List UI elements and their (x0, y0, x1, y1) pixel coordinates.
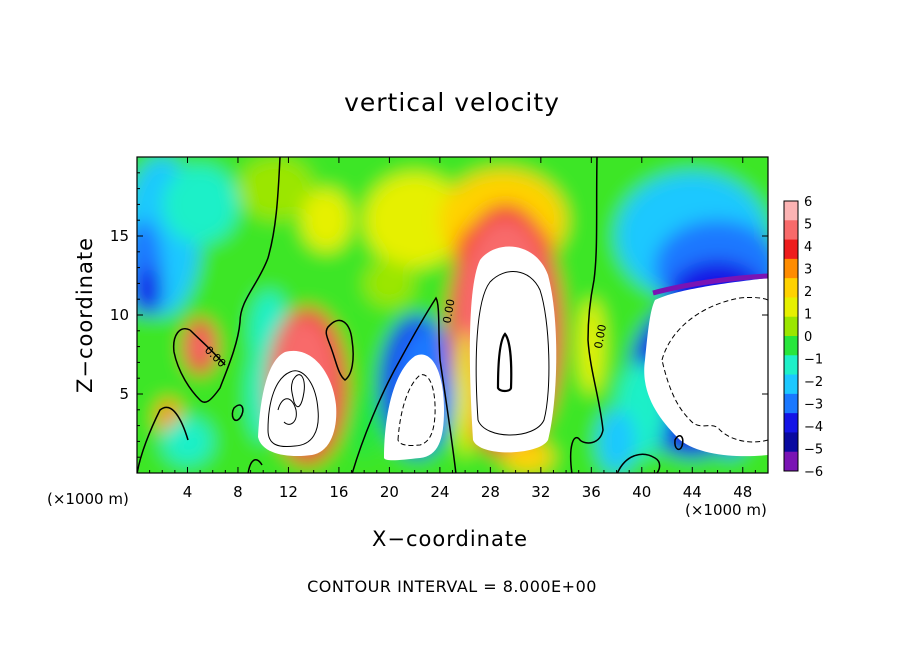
field-region-32 (345, 394, 384, 458)
colorbar-tick-label: 3 (804, 263, 812, 278)
x-tick-label: 44 (683, 483, 702, 501)
colorbar-tick-label: 5 (804, 218, 812, 233)
y-axis-label: Z−coordinate (73, 237, 97, 393)
downdraft-core-x22 (384, 354, 444, 461)
y-tick-label: 5 (119, 385, 129, 403)
colorbar-tick-label: 2 (804, 285, 812, 300)
downdraft-core-x46 (644, 278, 768, 457)
contour-line-16 (661, 296, 768, 443)
colorbar-swatch (784, 239, 798, 260)
colorbar-tick-label: −3 (804, 398, 823, 413)
colorbar-tick-label: 4 (804, 240, 812, 255)
y-axis-ticks: 5 10 15 (110, 172, 768, 458)
x-tick-label: 36 (582, 483, 601, 501)
contour-line-2 (137, 406, 189, 473)
x-tick-label: 16 (329, 483, 348, 501)
colorbar-tick-label: −2 (804, 375, 823, 390)
colorbar-swatch (784, 220, 798, 241)
y-tick-label: 10 (110, 306, 129, 324)
field-region-26 (188, 327, 212, 366)
colorbar-swatch (784, 393, 798, 414)
colorbar-tick-label: −4 (804, 420, 823, 435)
contour-line-1 (189, 329, 226, 366)
contour-value-label: 0.00 (592, 323, 609, 349)
contour-interval-note: CONTOUR INTERVAL = 8.000E+00 (307, 577, 597, 596)
field-region-28 (162, 417, 213, 466)
colorbar-swatch (784, 355, 798, 376)
x-tick-label: 8 (233, 483, 243, 501)
field-region-30 (578, 299, 604, 394)
colorbar-swatch (784, 258, 798, 279)
x-unit-label-right: (×1000 m) (685, 501, 767, 519)
contour-lines (137, 157, 768, 473)
colorbar-tick-label: 0 (804, 330, 812, 345)
updraft-core-x29 (469, 246, 557, 453)
contour-line-3 (231, 404, 244, 422)
colorbar-swatch (784, 451, 798, 472)
field-region-3 (162, 164, 238, 244)
x-unit-label-left: (×1000 m) (47, 490, 129, 508)
contour-line-6 (351, 296, 457, 473)
contour-line-7 (569, 157, 604, 473)
contour-line-13 (475, 271, 550, 436)
colorbar-swatch (784, 336, 798, 356)
x-tick-label: 12 (279, 483, 298, 501)
colorbar-swatch (784, 316, 798, 337)
colorbar-tick-label: 1 (804, 308, 812, 323)
contour-line-10 (267, 370, 319, 448)
colorbar-tick-label: −6 (804, 465, 823, 480)
colorbar-swatch (784, 297, 798, 318)
contour-line-11 (277, 398, 297, 425)
colorbar-swatch (784, 413, 798, 433)
colorbar: 6 5 4 3 2 1 0 −1 −2 −3 −4 −5 −6 (783, 195, 823, 480)
colorbar-swatch (784, 374, 798, 395)
contour-line-8 (616, 453, 661, 473)
x-tick-label: 40 (632, 483, 651, 501)
colorbar-tick-label: −1 (804, 353, 823, 368)
x-tick-label: 4 (183, 483, 193, 501)
colorbar-swatch (784, 201, 798, 221)
x-tick-label: 24 (430, 483, 449, 501)
contour-line-4 (247, 459, 263, 473)
x-axis-label: X−coordinate (372, 527, 528, 551)
field-region-2 (137, 267, 163, 315)
field-region-10 (364, 259, 415, 308)
x-tick-label: 48 (733, 483, 752, 501)
contour-value-label: 0.00 (441, 298, 458, 324)
field-region-4 (237, 157, 314, 221)
contour-line-15 (397, 374, 436, 446)
core-edge-x46 (652, 273, 768, 296)
field-region-16 (597, 409, 636, 473)
x-tick-label: 32 (531, 483, 550, 501)
colorbar-tick-label: −5 (804, 443, 823, 458)
contour-line-9 (674, 435, 684, 451)
field-region-6 (364, 172, 466, 268)
contour-line-5 (325, 319, 354, 381)
contour-line-14 (496, 332, 513, 393)
colorbar-swatch (784, 278, 798, 298)
chart-title: vertical velocity (344, 88, 560, 117)
contour-line-12 (290, 374, 305, 408)
field-region-5 (301, 188, 352, 252)
colorbar-tick-label: 6 (804, 195, 812, 210)
contour-line-0 (172, 157, 281, 403)
colorbar-frame (783, 200, 799, 472)
x-tick-label: 20 (380, 483, 399, 501)
x-axis-ticks: 4 8 12 16 20 24 28 32 36 40 44 48 (149, 157, 756, 501)
colorbar-swatch (784, 432, 798, 453)
y-tick-label: 15 (110, 227, 129, 245)
x-tick-label: 28 (481, 483, 500, 501)
